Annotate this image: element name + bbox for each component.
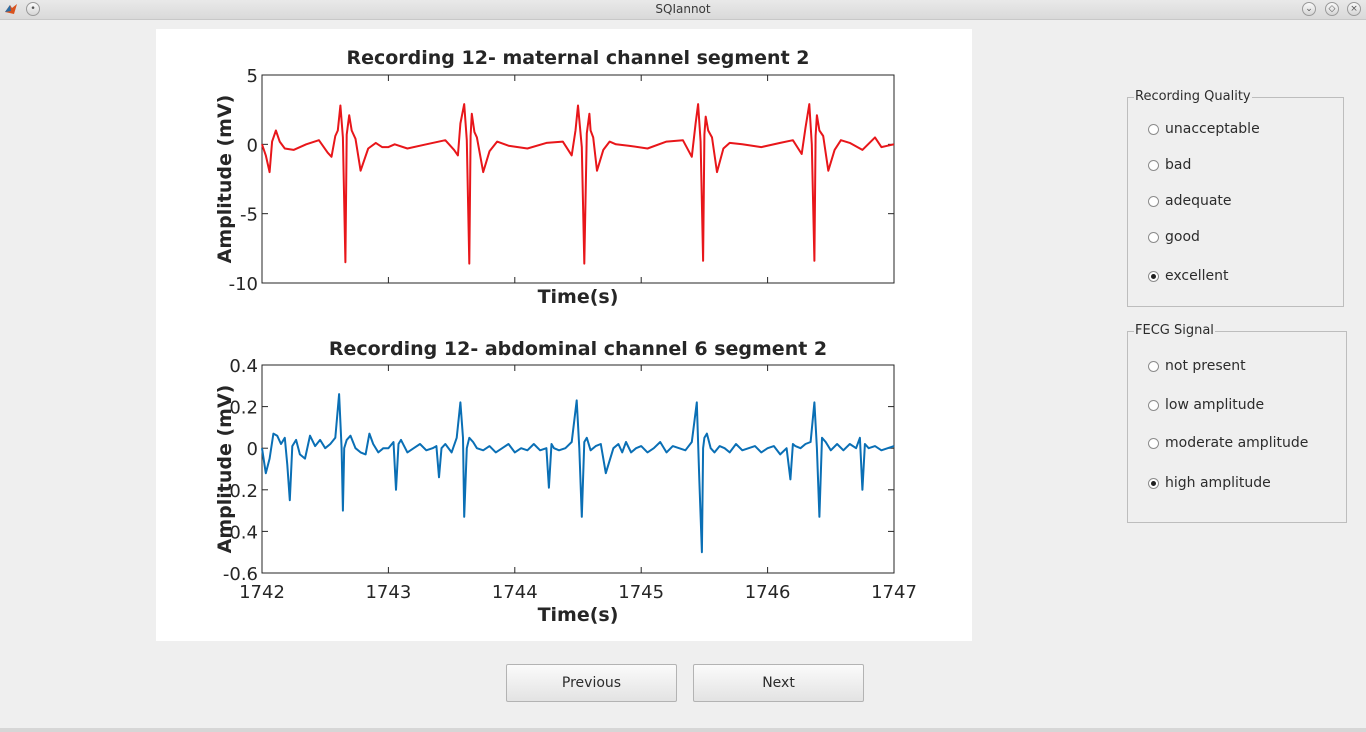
radio-button[interactable] <box>1148 437 1159 449</box>
x-tick-label: 1745 <box>618 582 664 603</box>
radio-label: excellent <box>1165 268 1229 284</box>
y-tick-label: 0 <box>247 135 258 156</box>
previous-button[interactable]: Previous <box>506 664 677 702</box>
matlab-app-icon <box>5 4 17 14</box>
radio-label: high amplitude <box>1165 475 1271 491</box>
radio-excellent[interactable]: excellent <box>1148 267 1228 285</box>
radio-bad[interactable]: bad <box>1148 156 1191 174</box>
radio-label: unacceptable <box>1165 121 1260 137</box>
fecg-signal-title: FECG Signal <box>1134 323 1215 339</box>
y-axis-label: Amplitude (mV) <box>214 385 236 554</box>
y-tick-label: 0.4 <box>229 522 258 543</box>
y-axis-label: Amplitude (mV) <box>214 95 236 264</box>
radio-button[interactable] <box>1148 195 1159 207</box>
recording-quality-group: Recording Quality unacceptable bad adequ… <box>1127 89 1344 307</box>
series-line-maternal <box>261 103 895 265</box>
y-tick-label: 0.4 <box>229 356 258 377</box>
x-axis-label: Time(s) <box>538 604 619 626</box>
x-tick-label: 1744 <box>492 582 538 603</box>
radio-good[interactable]: good <box>1148 228 1200 246</box>
radio-button[interactable] <box>1148 123 1159 135</box>
x-tick-label: 1743 <box>365 582 411 603</box>
radio-button[interactable] <box>1148 399 1159 411</box>
radio-label: not present <box>1165 358 1246 374</box>
radio-button[interactable] <box>1148 477 1159 489</box>
radio-label: moderate amplitude <box>1165 435 1309 451</box>
series-line-abdominal <box>261 393 895 554</box>
radio-button[interactable] <box>1148 231 1159 243</box>
radio-button[interactable] <box>1148 270 1159 282</box>
x-tick-label: 1746 <box>745 582 791 603</box>
close-button[interactable]: × <box>1347 2 1361 16</box>
y-tick-label: 0.2 <box>229 398 258 419</box>
y-tick-label: 0 <box>247 439 258 460</box>
x-tick-label: 1747 <box>871 582 917 603</box>
radio-label: adequate <box>1165 193 1232 209</box>
radio-label: low amplitude <box>1165 397 1265 413</box>
y-tick-label: 0.2 <box>229 481 258 502</box>
y-tick-label: -0.6 <box>223 564 258 585</box>
radio-label: bad <box>1165 157 1192 173</box>
x-axis-label: Time(s) <box>538 286 619 308</box>
chart-title: Recording 12- maternal channel segment 2 <box>346 47 809 69</box>
radio-label: good <box>1165 229 1200 245</box>
chart-title: Recording 12- abdominal channel 6 segmen… <box>329 338 827 360</box>
axes-box <box>261 364 895 574</box>
recording-quality-title: Recording Quality <box>1134 89 1252 105</box>
window-bottom-edge <box>0 728 1366 732</box>
plots-canvas: 5 0 -5 -10 Recording 12- maternal channel se… <box>214 47 917 626</box>
y-tick-label: 5 <box>247 66 258 87</box>
radio-unacceptable[interactable]: unacceptable <box>1148 120 1260 138</box>
y-tick-label: -10 <box>229 274 258 295</box>
fecg-signal-group: FECG Signal not present low amplitude mo… <box>1127 323 1347 523</box>
radio-not-present[interactable]: not present <box>1148 357 1246 375</box>
window-title: SQIannot <box>655 2 711 16</box>
x-tick-label: 1742 <box>239 582 285 603</box>
maximize-button[interactable]: ◇ <box>1325 2 1339 16</box>
radio-adequate[interactable]: adequate <box>1148 192 1232 210</box>
radio-button[interactable] <box>1148 159 1159 171</box>
window-titlebar: • SQIannot ⌄ ◇ × <box>0 0 1366 20</box>
axes-box <box>261 74 895 284</box>
y-tick-label: -5 <box>240 205 258 226</box>
radio-button[interactable] <box>1148 360 1159 372</box>
plot-panel: 5 0 -5 -10 Recording 12- maternal channel se… <box>156 29 972 641</box>
next-button[interactable]: Next <box>693 664 864 702</box>
radio-moderate-amplitude[interactable]: moderate amplitude <box>1148 434 1308 452</box>
minimize-button[interactable]: ⌄ <box>1302 2 1316 16</box>
radio-low-amplitude[interactable]: low amplitude <box>1148 396 1264 414</box>
radio-high-amplitude[interactable]: high amplitude <box>1148 474 1271 492</box>
window-menu-button[interactable]: • <box>26 2 40 16</box>
